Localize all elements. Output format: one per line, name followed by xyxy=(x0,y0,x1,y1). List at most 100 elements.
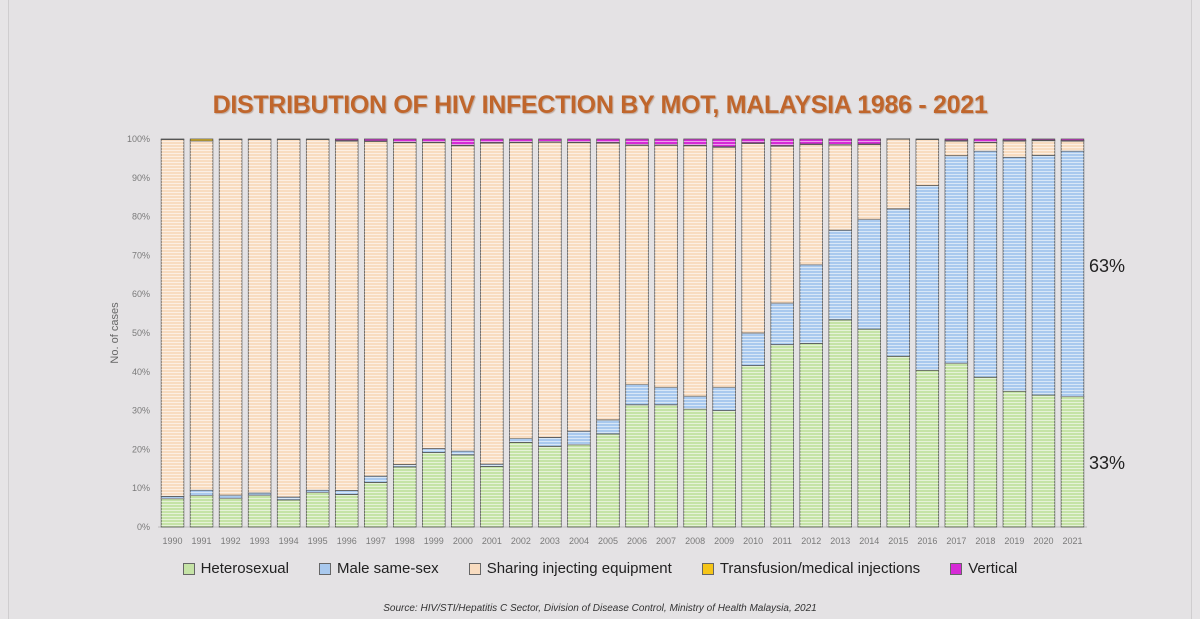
bar-segment-heterosexual xyxy=(944,362,969,528)
bar-segment-texture xyxy=(596,139,620,143)
bar-segment-male-same-sex xyxy=(1031,154,1056,396)
bar-segment-texture xyxy=(916,370,939,527)
bar-segment-texture xyxy=(974,151,997,378)
bar-segment-vertical xyxy=(451,138,475,146)
bar-segment-texture xyxy=(538,139,562,142)
bar-segment-texture xyxy=(422,142,446,449)
bar-segment-heterosexual xyxy=(886,355,911,528)
x-tick-label: 1992 xyxy=(221,536,241,546)
bar-segment-transfusion-medical-injections xyxy=(915,138,940,141)
bar-segment-vertical xyxy=(625,138,649,146)
bar-segment-texture xyxy=(625,384,649,405)
bar-segment-sharing-injecting-equipment xyxy=(189,140,214,491)
bar-segment-texture xyxy=(916,139,939,186)
bar-segment-vertical xyxy=(799,138,823,145)
bar-segment-texture xyxy=(945,139,968,141)
x-tick-label: 1990 xyxy=(163,536,183,546)
bar-segment-texture xyxy=(916,185,939,371)
bar-segment-texture xyxy=(857,329,881,527)
bar-segment-heterosexual xyxy=(683,408,707,528)
legend-label: Vertical xyxy=(968,560,1018,577)
bar-segment-heterosexual xyxy=(625,404,649,528)
bar-segment-male-same-sex xyxy=(712,386,736,412)
bar-segment-texture xyxy=(741,139,765,143)
legend-label: Transfusion/medical injections xyxy=(719,560,921,577)
bar-segment-sharing-injecting-equipment xyxy=(218,138,243,496)
bar-segment-male-same-sex xyxy=(538,436,562,447)
legend-item-transfusion-medical-injections: Transfusion/medical injections xyxy=(701,560,921,577)
bar-segment-texture xyxy=(828,319,852,527)
bar-segment-texture xyxy=(190,139,213,141)
bar-segment-texture xyxy=(451,145,475,451)
bar-segment-texture xyxy=(190,495,213,527)
bar-segment-vertical xyxy=(567,138,591,143)
x-tick-label: 1996 xyxy=(337,536,357,546)
bar-segment-texture xyxy=(364,482,388,527)
bar-segment-texture xyxy=(625,404,649,527)
x-tick-label: 2018 xyxy=(975,536,995,546)
bar-segment-sharing-injecting-equipment xyxy=(828,144,852,231)
bar-segment-vertical xyxy=(770,138,794,146)
bar-segment-texture xyxy=(277,499,300,527)
x-tick-label: 2012 xyxy=(801,536,821,546)
x-tick-label: 2008 xyxy=(685,536,705,546)
bar-segment-texture xyxy=(625,145,649,385)
bar-segment-heterosexual xyxy=(1031,394,1056,528)
bar-segment-texture xyxy=(741,333,765,366)
bar-segment-texture xyxy=(335,139,359,141)
bar-segment-texture xyxy=(828,144,852,231)
bar-segment-transfusion-medical-injections xyxy=(276,138,301,141)
bar-segment-texture xyxy=(509,142,533,439)
bar-segment-heterosexual xyxy=(364,481,388,528)
bar-segment-sharing-injecting-equipment xyxy=(944,140,969,157)
bar-segment-vertical xyxy=(480,138,504,143)
legend-swatch xyxy=(318,562,331,575)
bar-segment-texture xyxy=(1003,391,1026,527)
bar-segment-texture xyxy=(799,139,823,145)
bar-segment-heterosexual xyxy=(218,497,243,528)
bar-segment-heterosexual xyxy=(334,494,359,528)
legend-label: Male same-sex xyxy=(336,560,439,577)
bar-segment-vertical xyxy=(654,138,678,146)
bar-segment-male-same-sex xyxy=(973,150,998,378)
bar-segment-heterosexual xyxy=(567,444,591,528)
bar-segment-transfusion-medical-injections xyxy=(247,138,272,141)
bar-segment-male-same-sex xyxy=(276,496,301,501)
bar-segment-texture xyxy=(712,147,736,388)
bar-segment-texture xyxy=(451,450,475,455)
bar-segment-texture xyxy=(654,404,678,527)
bar-segment-texture xyxy=(654,387,678,405)
bar-segment-texture xyxy=(190,490,213,496)
annotation-lower: 33% xyxy=(1089,453,1126,473)
bar-segment-vertical xyxy=(712,138,736,148)
bar-segment-texture xyxy=(596,419,620,434)
bar-segment-texture xyxy=(974,377,997,527)
x-tick-label: 2009 xyxy=(714,536,734,546)
bar-segment-texture xyxy=(770,139,794,146)
bar-segment-texture xyxy=(1032,155,1055,396)
bar-segment-texture xyxy=(567,139,591,143)
bar-segment-texture xyxy=(567,142,591,432)
bar-segment-texture xyxy=(451,139,475,146)
bar-segment-texture xyxy=(509,438,533,443)
x-tick-label: 2001 xyxy=(482,536,502,546)
y-tick-label: 70% xyxy=(132,250,150,260)
bar-segment-male-same-sex xyxy=(625,384,649,406)
bar-segment-male-same-sex xyxy=(857,218,881,330)
bar-segment-texture xyxy=(828,139,852,145)
bar-segment-texture xyxy=(219,495,242,499)
x-tick-label: 2000 xyxy=(453,536,473,546)
bar-segment-texture xyxy=(538,437,562,447)
bar-segment-texture xyxy=(161,498,184,527)
bar-segment-texture xyxy=(422,139,446,143)
x-tick-label: 2005 xyxy=(598,536,618,546)
bar-segment-texture xyxy=(393,466,417,527)
bar-segment-texture xyxy=(625,139,649,145)
bar-segment-heterosexual xyxy=(451,454,475,528)
legend-swatch xyxy=(468,562,481,575)
x-tick-label: 2002 xyxy=(511,536,531,546)
bar-segment-texture xyxy=(712,139,736,147)
bar-segment-sharing-injecting-equipment xyxy=(393,142,417,465)
bar-segment-vertical xyxy=(973,138,998,143)
bar-segment-sharing-injecting-equipment xyxy=(712,146,736,388)
